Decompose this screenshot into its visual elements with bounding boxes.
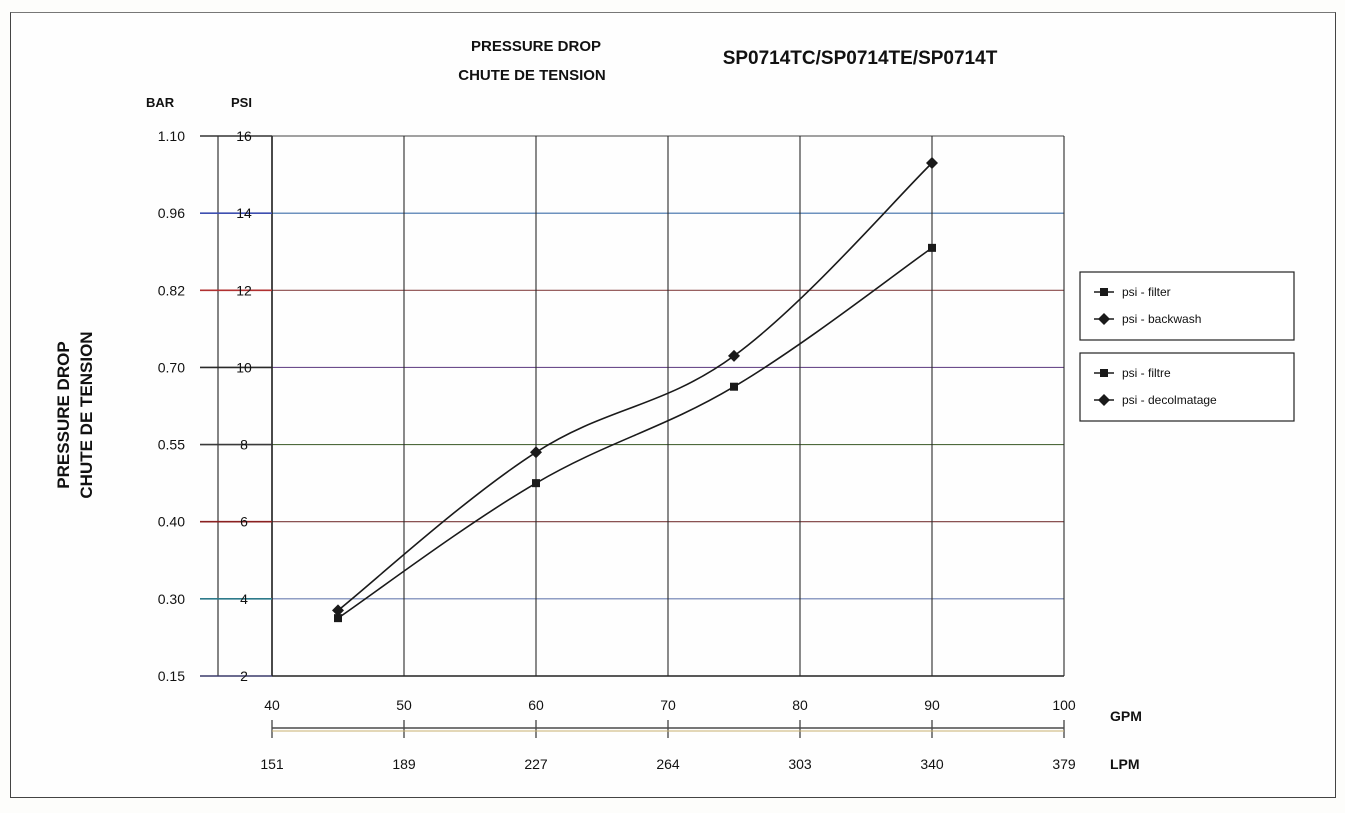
lpm-tick-label-303: 303 <box>788 756 812 772</box>
psi-tick-label-10: 10 <box>236 359 252 375</box>
bar-tick-label-0.70: 0.70 <box>158 359 185 375</box>
series-point-square-60 <box>532 479 540 488</box>
series-line-diamond <box>337 162 933 612</box>
bar-tick-label-0.55: 0.55 <box>158 437 185 453</box>
legend-label-1-2: psi - backwash <box>1122 312 1201 326</box>
series-point-diamond-45 <box>332 604 344 617</box>
bar-tick-label-0.40: 0.40 <box>158 514 185 530</box>
psi-tick-label-4: 4 <box>240 591 248 607</box>
model-title: SP0714TC/SP0714TE/SP0714T <box>723 48 998 69</box>
series <box>332 157 938 623</box>
gpm-tick-label-90: 90 <box>924 697 940 713</box>
y-axis-title-line-1: PRESSURE DROP <box>54 341 73 488</box>
lpm-tick-label-340: 340 <box>920 756 944 772</box>
chart-title-line-1: PRESSURE DROP <box>471 38 601 55</box>
lpm-tick-label-189: 189 <box>392 756 416 772</box>
bar-tick-label-0.15: 0.15 <box>158 668 185 684</box>
axes: 2 4 6 8 10 12 14 16 0.15 0.30 0.40 0.55 0.70 0.82 0.96… <box>158 128 1076 772</box>
legend-box-2 <box>1079 352 1295 422</box>
lpm-tick-label-379: 379 <box>1052 756 1076 772</box>
psi-tick-label-6: 6 <box>240 514 248 530</box>
legend-label-2-1: psi - filtre <box>1122 366 1171 380</box>
gpm-tick-label-70: 70 <box>660 697 676 713</box>
legend-label-2-2: psi - decolmatage <box>1122 393 1217 407</box>
bar-tick-label-0.82: 0.82 <box>158 282 185 298</box>
gpm-tick-label-60: 60 <box>528 697 544 713</box>
series-point-diamond-60 <box>530 446 542 459</box>
series-point-square-45 <box>334 614 342 623</box>
bar-tick-label-1.10: 1.10 <box>158 128 185 144</box>
gpm-tick-label-50: 50 <box>396 697 412 713</box>
legend-marker-2-2 <box>1098 394 1110 406</box>
lpm-tick-label-227: 227 <box>524 756 548 772</box>
legend-marker-2-1 <box>1100 369 1108 377</box>
legend: psi - filter psi - backwash psi - filtre ps… <box>1079 271 1295 422</box>
series-point-square-75 <box>730 382 738 391</box>
legend-marker-1-1 <box>1100 288 1108 296</box>
series-point-diamond-90 <box>926 157 938 169</box>
lpm-axis-label: LPM <box>1110 756 1140 772</box>
y-axis-title-line-2: CHUTE DE TENSION <box>77 331 96 498</box>
grid <box>271 135 1065 677</box>
psi-tick-label-12: 12 <box>236 282 252 298</box>
chart-title-line-2: CHUTE DE TENSION <box>458 67 606 84</box>
lpm-tick-label-151: 151 <box>260 756 284 772</box>
psi-tick-label-2: 2 <box>240 668 248 684</box>
bar-tick-label-0.30: 0.30 <box>158 591 185 607</box>
psi-axis-label: PSI <box>231 95 252 110</box>
gpm-tick-label-40: 40 <box>264 697 280 713</box>
psi-tick-label-8: 8 <box>240 437 248 453</box>
gpm-tick-label-80: 80 <box>792 697 808 713</box>
series-point-diamond-75 <box>728 349 740 362</box>
legend-marker-1-2 <box>1098 313 1110 325</box>
psi-tick-label-14: 14 <box>236 205 252 221</box>
legend-box-1 <box>1079 271 1295 341</box>
series-line-square <box>337 247 933 619</box>
labels: PRESSURE DROP CHUTE DE TENSION SP0714TC/… <box>54 38 1142 772</box>
gpm-tick-label-100: 100 <box>1052 697 1076 713</box>
legend-label-1-1: psi - filter <box>1122 285 1171 299</box>
psi-tick-label-16: 16 <box>236 128 252 144</box>
lpm-tick-label-264: 264 <box>656 756 680 772</box>
gpm-axis-label: GPM <box>1110 708 1142 724</box>
bar-tick-label-0.96: 0.96 <box>158 205 185 221</box>
bar-axis-label: BAR <box>146 95 175 110</box>
series-point-square-90 <box>928 243 936 252</box>
